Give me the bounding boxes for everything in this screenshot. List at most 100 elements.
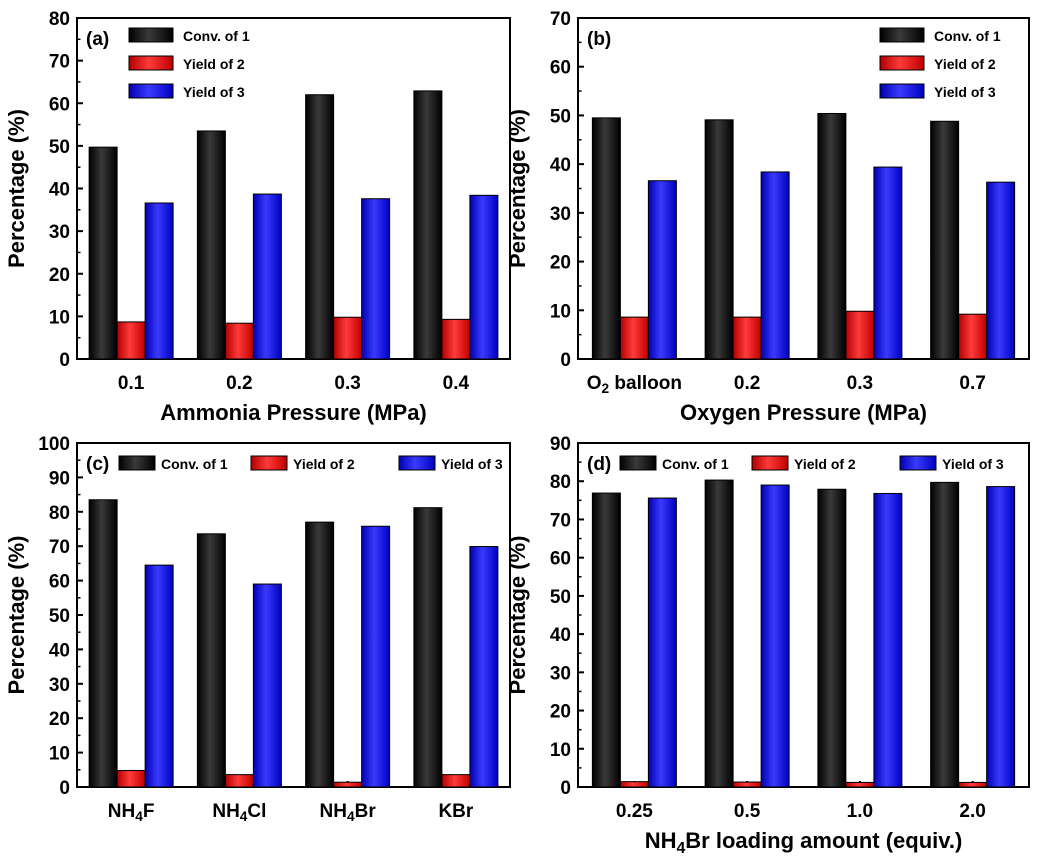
legend-swatch-yield2 (751, 455, 789, 471)
bar-yield2 (224, 322, 254, 360)
bar-conv (88, 499, 118, 788)
x-tick-label: NH4Cl (212, 801, 266, 824)
y-tick-label: 80 (49, 9, 70, 30)
legend-label-conv: Conv. of 1 (934, 28, 1001, 44)
legend-label-yield2: Yield of 2 (293, 456, 355, 472)
legend-label-yield2: Yield of 2 (183, 56, 245, 72)
bar-yield3 (873, 492, 903, 788)
bar-yield2 (441, 318, 471, 360)
panel-label: (c) (86, 454, 109, 475)
legend-swatch-yield3 (899, 455, 937, 471)
legend-swatch-yield3 (128, 83, 174, 99)
panel-label: (b) (587, 29, 611, 50)
legend-swatch-conv (128, 27, 174, 43)
bar-yield2 (116, 321, 146, 360)
bar-conv (196, 533, 226, 788)
x-tick-label: 0.2 (734, 373, 760, 394)
y-tick-label: 90 (49, 468, 70, 489)
y-tick-label: 40 (49, 180, 70, 201)
y-tick-label: 60 (550, 58, 571, 79)
chart-panel-c: 0 10 20 30 40 50 60 70 80 90 100 Percentage (%) NH4F… (4, 434, 511, 824)
bar-yield3 (252, 193, 282, 360)
y-tick-label: 10 (550, 740, 571, 761)
legend-swatch-yield3 (879, 83, 925, 99)
bar-yield2 (441, 774, 471, 788)
bar-yield2 (619, 316, 649, 360)
legend-label-conv: Conv. of 1 (662, 456, 729, 472)
legend-label-yield3: Yield of 3 (441, 456, 503, 472)
legend-label-yield2: Yield of 2 (934, 56, 996, 72)
legend-label-yield2: Yield of 2 (794, 456, 856, 472)
x-tick-label: NH4Br (320, 801, 377, 824)
bar-yield3 (144, 202, 174, 360)
y-tick-label: 10 (49, 744, 70, 765)
panel-label: (a) (86, 29, 109, 50)
bar-yield3 (760, 484, 790, 788)
legend: Conv. of 1 Yield of 2 Yield of 3 (879, 27, 1001, 100)
chart-panel-b: 0 10 20 30 40 50 60 70 Percentage (%) O2 balloon 0… (505, 9, 1030, 425)
chart-panel-a: 0 10 20 30 40 50 60 70 80 Percentage (%) 0.1 0.2 0.3… (4, 9, 511, 425)
y-tick-label: 0 (59, 350, 70, 371)
bar-yield2 (333, 316, 363, 360)
bar-conv (413, 507, 443, 788)
y-tick-label: 70 (550, 9, 571, 30)
legend-swatch-conv (879, 27, 925, 43)
bar-yield3 (986, 181, 1016, 360)
y-tick-label: 50 (550, 587, 571, 608)
y-tick-label: 0 (560, 350, 571, 371)
y-tick-label: 80 (49, 503, 70, 524)
x-axis-label: Oxygen Pressure (MPa) (680, 400, 927, 425)
y-tick-label: 40 (550, 625, 571, 646)
x-axis-label: NH4Br loading amount (equiv.) (645, 828, 963, 857)
bar-yield2 (333, 781, 363, 788)
legend-swatch-yield2 (250, 455, 288, 471)
y-tick-label: 50 (49, 137, 70, 158)
y-tick-label: 70 (49, 52, 70, 73)
y-tick-label: 0 (59, 778, 70, 799)
y-tick-label: 20 (49, 265, 70, 286)
bar-yield3 (361, 525, 391, 788)
panel-label: (d) (587, 454, 611, 475)
bar-conv (196, 130, 226, 360)
legend: Conv. of 1 Yield of 2 Yield of 3 (118, 455, 503, 472)
y-tick-label: 30 (49, 222, 70, 243)
legend: Conv. of 1 Yield of 2 Yield of 3 (128, 27, 250, 100)
bar-conv (591, 117, 621, 360)
x-tick-label: 0.1 (118, 373, 145, 394)
x-axis-label: Ammonia Pressure (MPa) (160, 400, 427, 425)
bar-conv (413, 90, 443, 360)
legend-label-yield3: Yield of 3 (934, 84, 996, 100)
y-tick-label: 90 (550, 434, 571, 455)
x-tick-label: 0.3 (334, 373, 360, 394)
bar-yield3 (647, 180, 677, 360)
legend-label-conv: Conv. of 1 (161, 456, 228, 472)
x-tick-label: 2.0 (959, 801, 985, 822)
bar-yield2 (619, 781, 649, 788)
y-tick-label: 70 (49, 537, 70, 558)
legend-label-conv: Conv. of 1 (183, 28, 250, 44)
bar-yield2 (958, 313, 988, 360)
y-axis-label: Percentage (%) (4, 536, 29, 695)
y-tick-label: 100 (38, 434, 70, 455)
y-tick-label: 50 (49, 606, 70, 627)
legend-label-yield3: Yield of 3 (183, 84, 245, 100)
legend-swatch-yield2 (879, 55, 925, 71)
bar-conv (704, 479, 734, 788)
y-tick-label: 80 (550, 472, 571, 493)
bar-yield2 (845, 781, 875, 788)
bar-yield3 (873, 166, 903, 360)
y-tick-label: 60 (550, 549, 571, 570)
bar-conv (704, 119, 734, 360)
bar-yield3 (760, 171, 790, 360)
y-tick-label: 10 (49, 307, 70, 328)
bar-yield2 (224, 774, 254, 788)
bar-yield3 (469, 194, 499, 360)
y-tick-label: 0 (560, 778, 571, 799)
legend-swatch-conv (118, 455, 156, 471)
bar-yield2 (732, 316, 762, 360)
y-tick-label: 40 (550, 155, 571, 176)
x-tick-label: NH4F (108, 801, 155, 824)
x-tick-label: 0.3 (847, 373, 873, 394)
bar-yield2 (845, 310, 875, 360)
